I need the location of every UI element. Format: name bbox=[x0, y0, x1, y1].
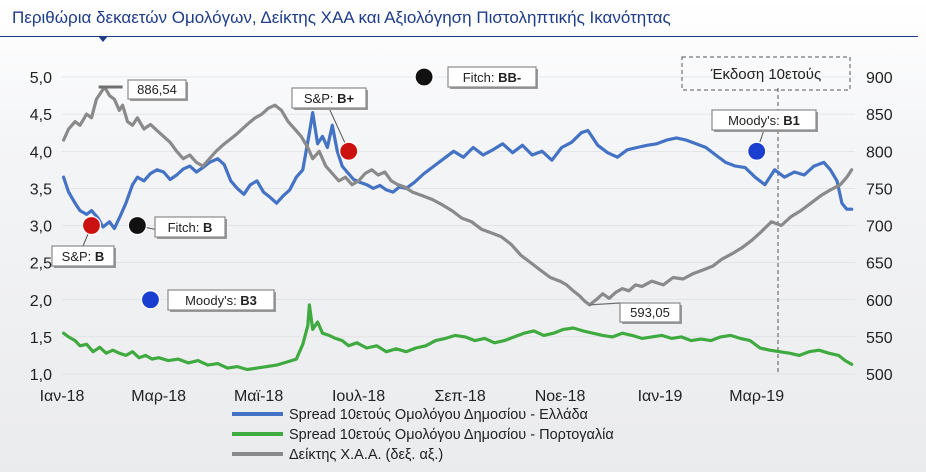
rating-event-box bbox=[167, 289, 275, 311]
legend-label: Δείκτης Χ.Α.Α. (δεξ. αξ.) bbox=[289, 447, 443, 463]
rating-event-box bbox=[711, 109, 817, 131]
x-tick-label: Ιαν-19 bbox=[638, 388, 683, 405]
left-tick-label: 2,5 bbox=[30, 256, 52, 273]
right-tick-label: 550 bbox=[866, 330, 893, 347]
x-axis-ticks: Ιαν-18 Μαρ-18 Μαϊ-18 Ιουλ-18 Σεπ-18 Νοε-18 Ιαν… bbox=[40, 388, 785, 405]
rating-grade: B3 bbox=[240, 293, 257, 308]
right-tick-label: 700 bbox=[866, 219, 893, 236]
index-max-label: 886,54 bbox=[137, 82, 177, 97]
legend: Spread 10ετούς Ομολόγου Δημοσίου - Ελλάδ… bbox=[232, 407, 614, 463]
rating-event-label: S&P: B+ bbox=[304, 91, 355, 106]
rating-agency: Fitch: bbox=[463, 70, 498, 85]
left-tick-label: 4,5 bbox=[30, 107, 52, 124]
left-tick-label: 2,0 bbox=[30, 293, 52, 310]
rating-event-sp-bplus: S&P: B+ bbox=[291, 87, 368, 161]
rating-event-label: S&P: B bbox=[62, 249, 105, 264]
left-tick-label: 3,5 bbox=[30, 181, 52, 198]
rating-grade: BB- bbox=[498, 70, 521, 85]
rating-event-dot bbox=[127, 215, 147, 236]
rating-event-label: Fitch: B bbox=[168, 220, 213, 235]
left-tick-label: 3,0 bbox=[30, 219, 52, 236]
legend-label: Spread 10ετούς Ομολόγου Δημοσίου - Ελλάδ… bbox=[289, 407, 588, 423]
index-min-label: 593,05 bbox=[630, 305, 670, 320]
x-tick-label: Ιουλ-18 bbox=[332, 388, 385, 405]
rating-grade: B bbox=[95, 249, 104, 264]
right-tick-label: 900 bbox=[866, 70, 893, 87]
x-tick-label: Μαϊ-18 bbox=[234, 388, 283, 405]
rating-event-label: Moody's: B3 bbox=[185, 293, 257, 308]
rating-event-moodys-b1: Moody's: B1 bbox=[711, 109, 818, 161]
rating-agency: S&P: bbox=[62, 249, 95, 264]
right-axis-ticks: 500 550 600 650 700 750 800 850 900 bbox=[866, 70, 893, 384]
rating-agency: S&P: bbox=[304, 91, 337, 106]
rating-agency: Fitch: bbox=[168, 220, 203, 235]
left-tick-label: 5,0 bbox=[30, 70, 52, 87]
rating-event-fitch-b: Fitch: B bbox=[127, 215, 227, 239]
rating-agency: Moody's: bbox=[728, 113, 783, 128]
rating-event-dot bbox=[339, 141, 359, 161]
rating-event-box bbox=[447, 66, 537, 88]
index-min-box bbox=[619, 302, 681, 323]
rating-event-dot bbox=[747, 141, 767, 161]
rating-event-box bbox=[291, 87, 367, 109]
chart-title: Περιθώρια δεκαετών Ομολόγων, Δείκτης ΧΑΑ… bbox=[12, 8, 671, 27]
right-tick-label: 750 bbox=[866, 181, 893, 198]
issue-marker: Έκδοση 10ετούς bbox=[681, 56, 851, 374]
issue-label-box bbox=[681, 56, 851, 91]
title-notch bbox=[98, 36, 108, 42]
rating-event-sp-b: S&P: B bbox=[51, 215, 116, 268]
rating-event-dot bbox=[414, 67, 434, 87]
series-lines bbox=[61, 85, 854, 372]
rating-event-label: Moody's: B1 bbox=[728, 113, 800, 128]
rating-grade: B1 bbox=[783, 113, 800, 128]
left-tick-label: 1,0 bbox=[30, 367, 52, 384]
rating-event-label: Fitch: BB- bbox=[463, 70, 522, 85]
legend-label: Spread 10ετούς Ομολόγου Δημοσίου - Πορτο… bbox=[289, 427, 614, 443]
x-tick-label: Μαρ-19 bbox=[729, 388, 784, 405]
rating-event-dot bbox=[81, 215, 102, 236]
right-tick-label: 800 bbox=[866, 144, 893, 161]
rating-event-moodys-b3: Moody's: B3 bbox=[140, 289, 276, 312]
index-max-box bbox=[127, 79, 187, 100]
right-tick-label: 600 bbox=[866, 293, 893, 310]
rating-event-fitch-bbminus: Fitch: BB- bbox=[414, 66, 538, 89]
rating-event-dot bbox=[140, 290, 161, 310]
x-tick-label: Νοε-18 bbox=[535, 388, 586, 405]
series-line-1 bbox=[61, 110, 854, 231]
rating-event-box bbox=[154, 216, 226, 238]
left-axis-ticks: 1,0 1,5 2,0 2,5 3,0 3,5 4,0 4,5 5,0 bbox=[30, 70, 52, 384]
rating-agency: Moody's: bbox=[185, 293, 240, 308]
left-tick-label: 1,5 bbox=[30, 330, 52, 347]
issue-label: Έκδοση 10ετούς bbox=[710, 66, 821, 83]
series-line-2 bbox=[61, 303, 854, 372]
right-tick-label: 650 bbox=[866, 256, 893, 273]
right-tick-label: 850 bbox=[866, 107, 893, 124]
series-line-3 bbox=[61, 85, 854, 307]
x-tick-label: Ιαν-18 bbox=[40, 388, 85, 405]
rating-event-box bbox=[51, 245, 115, 267]
x-tick-label: Μαρ-18 bbox=[131, 388, 186, 405]
x-tick-label: Σεπ-18 bbox=[435, 388, 486, 405]
title-underline bbox=[0, 36, 918, 37]
rating-grade: B+ bbox=[337, 91, 354, 106]
index-callouts: 886,54 593,05 bbox=[98, 79, 682, 324]
index-min-leader bbox=[589, 302, 621, 306]
rating-grade: B bbox=[203, 220, 212, 235]
left-tick-label: 4,0 bbox=[30, 144, 52, 161]
right-tick-label: 500 bbox=[866, 367, 893, 384]
